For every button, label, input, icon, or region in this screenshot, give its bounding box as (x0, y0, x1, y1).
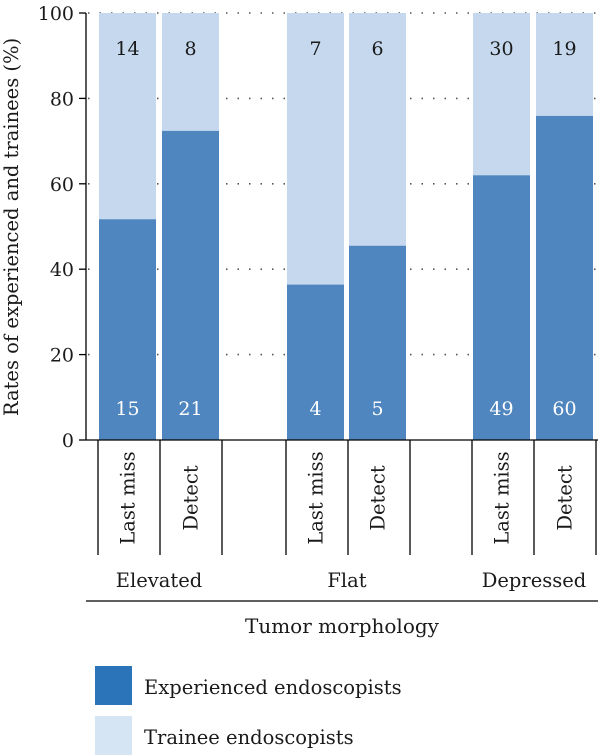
bar-label-trainee: 8 (184, 38, 196, 60)
legend: Experienced endoscopists Trainee endoscop… (95, 666, 402, 755)
legend-label: Experienced endoscopists (144, 676, 402, 699)
bar-trainee (536, 13, 593, 116)
bar-label-experienced: 49 (489, 398, 513, 420)
x-tick-label: Detect (180, 465, 203, 530)
bar-experienced (287, 284, 344, 440)
bar-experienced (473, 175, 530, 440)
legend-swatch (95, 716, 132, 755)
bar-trainee (349, 13, 406, 246)
bar-trainee (287, 13, 344, 285)
group-label: Flat (327, 569, 366, 592)
bars-group: 14 15 8 21 7 4 6 5 30 49 19 60 (99, 13, 593, 441)
bar-label-experienced: 21 (178, 398, 202, 420)
legend-swatch (95, 666, 132, 705)
bar-experienced (162, 130, 219, 441)
bar-label-experienced: 5 (371, 398, 383, 420)
legend-label: Trainee endoscopists (144, 726, 354, 749)
group-label: Depressed (482, 569, 587, 592)
x-axis-label: Tumor morphology (245, 614, 440, 638)
y-tick-label: 80 (50, 88, 74, 110)
x-tick-label: Detect (367, 465, 390, 530)
y-tick-label: 0 (62, 430, 74, 452)
bar-experienced (349, 245, 406, 440)
group-label: Elevated (116, 569, 203, 592)
y-tick-label: 40 (50, 259, 74, 281)
bar-trainee (162, 13, 219, 131)
bar-label-trainee: 7 (309, 38, 321, 60)
y-tick-label: 60 (50, 174, 74, 196)
bar-trainee (473, 13, 530, 176)
bar-label-trainee: 19 (552, 38, 576, 60)
x-tick-label: Detect (554, 465, 577, 530)
bar-experienced (99, 219, 156, 440)
axes-group: Rates of experienced and trainees (%) 0 2… (0, 3, 87, 452)
bar-experienced (536, 115, 593, 441)
x-tick-label: Last miss (305, 451, 328, 544)
bar-label-trainee: 14 (115, 38, 139, 60)
y-axis-label: Rates of experienced and trainees (%) (0, 38, 23, 416)
bar-label-experienced: 15 (115, 398, 139, 420)
bar-label-experienced: 4 (309, 398, 321, 420)
y-tick-label: 20 (50, 345, 74, 367)
bar-trainee (99, 13, 156, 220)
bar-label-trainee: 30 (489, 38, 513, 60)
x-axis-table: Last miss Detect Last miss Detect Last miss D… (86, 439, 598, 602)
y-tick-label: 100 (38, 3, 74, 25)
x-tick-label: Last miss (117, 451, 140, 544)
x-tick-label: Last miss (491, 451, 514, 544)
bar-label-trainee: 6 (371, 38, 383, 60)
bar-label-experienced: 60 (552, 398, 576, 420)
